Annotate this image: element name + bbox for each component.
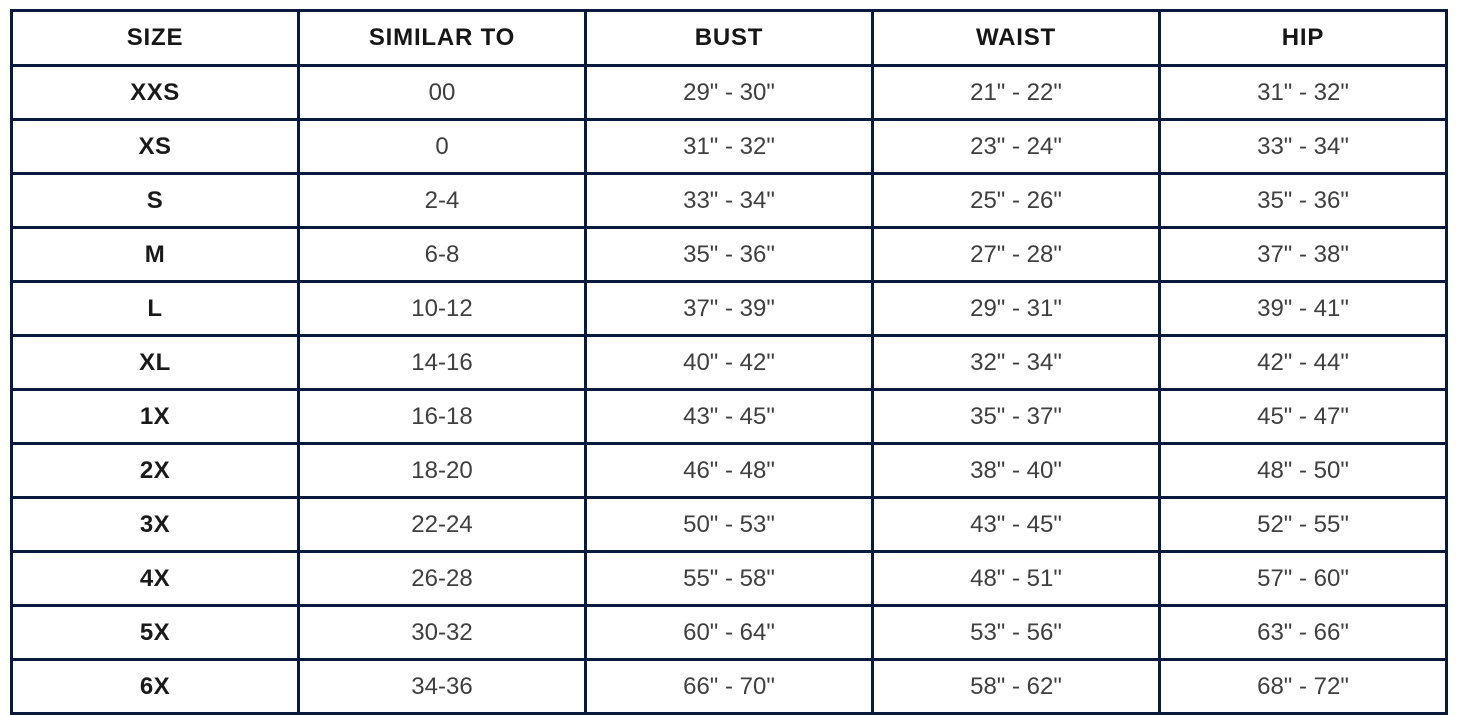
- table-row-1x: 1X 16-18 43" - 45" 35" - 37" 45" - 47": [10, 388, 1448, 445]
- waist-value: 38" - 40": [871, 442, 1161, 499]
- waist-value: 53" - 56": [871, 604, 1161, 661]
- waist-value: 35" - 37": [871, 388, 1161, 445]
- bust-value: 33" - 34": [584, 172, 874, 229]
- size-chart-body: XXS 00 29" - 30" 21" - 22" 31" - 32" XS …: [10, 64, 1448, 715]
- hip-value: 42" - 44": [1158, 334, 1448, 391]
- hip-value: 68" - 72": [1158, 658, 1448, 715]
- size-chart-table: SIZE SIMILAR TO BUST WAIST HIP XXS 00 29…: [10, 9, 1448, 715]
- waist-value: 21" - 22": [871, 64, 1161, 121]
- hip-value: 39" - 41": [1158, 280, 1448, 337]
- size-label: 1X: [10, 388, 300, 445]
- table-row-4x: 4X 26-28 55" - 58" 48" - 51" 57" - 60": [10, 550, 1448, 607]
- similar-to-value: 00: [297, 64, 587, 121]
- similar-to-value: 6-8: [297, 226, 587, 283]
- waist-value: 48" - 51": [871, 550, 1161, 607]
- table-row-l: L 10-12 37" - 39" 29" - 31" 39" - 41": [10, 280, 1448, 337]
- bust-value: 46" - 48": [584, 442, 874, 499]
- bust-value: 60" - 64": [584, 604, 874, 661]
- waist-value: 23" - 24": [871, 118, 1161, 175]
- table-row-xl: XL 14-16 40" - 42" 32" - 34" 42" - 44": [10, 334, 1448, 391]
- column-header-similar-to: SIMILAR TO: [297, 9, 587, 67]
- bust-value: 40" - 42": [584, 334, 874, 391]
- bust-value: 66" - 70": [584, 658, 874, 715]
- size-label: M: [10, 226, 300, 283]
- waist-value: 32" - 34": [871, 334, 1161, 391]
- size-label: 5X: [10, 604, 300, 661]
- table-row-3x: 3X 22-24 50" - 53" 43" - 45" 52" - 55": [10, 496, 1448, 553]
- bust-value: 50" - 53": [584, 496, 874, 553]
- size-label: L: [10, 280, 300, 337]
- similar-to-value: 10-12: [297, 280, 587, 337]
- size-label: S: [10, 172, 300, 229]
- table-row-s: S 2-4 33" - 34" 25" - 26" 35" - 36": [10, 172, 1448, 229]
- hip-value: 31" - 32": [1158, 64, 1448, 121]
- size-label: 2X: [10, 442, 300, 499]
- waist-value: 25" - 26": [871, 172, 1161, 229]
- size-label: 4X: [10, 550, 300, 607]
- waist-value: 27" - 28": [871, 226, 1161, 283]
- hip-value: 52" - 55": [1158, 496, 1448, 553]
- similar-to-value: 2-4: [297, 172, 587, 229]
- size-label: XS: [10, 118, 300, 175]
- column-header-bust: BUST: [584, 9, 874, 67]
- similar-to-value: 30-32: [297, 604, 587, 661]
- hip-value: 37" - 38": [1158, 226, 1448, 283]
- similar-to-value: 0: [297, 118, 587, 175]
- similar-to-value: 18-20: [297, 442, 587, 499]
- similar-to-value: 14-16: [297, 334, 587, 391]
- table-row-m: M 6-8 35" - 36" 27" - 28" 37" - 38": [10, 226, 1448, 283]
- size-label: XL: [10, 334, 300, 391]
- size-label: 3X: [10, 496, 300, 553]
- waist-value: 29" - 31": [871, 280, 1161, 337]
- size-label: XXS: [10, 64, 300, 121]
- table-row-5x: 5X 30-32 60" - 64" 53" - 56" 63" - 66": [10, 604, 1448, 661]
- bust-value: 31" - 32": [584, 118, 874, 175]
- bust-value: 43" - 45": [584, 388, 874, 445]
- hip-value: 45" - 47": [1158, 388, 1448, 445]
- hip-value: 63" - 66": [1158, 604, 1448, 661]
- hip-value: 35" - 36": [1158, 172, 1448, 229]
- hip-value: 57" - 60": [1158, 550, 1448, 607]
- bust-value: 29" - 30": [584, 64, 874, 121]
- hip-value: 48" - 50": [1158, 442, 1448, 499]
- similar-to-value: 22-24: [297, 496, 587, 553]
- table-row-2x: 2X 18-20 46" - 48" 38" - 40" 48" - 50": [10, 442, 1448, 499]
- bust-value: 55" - 58": [584, 550, 874, 607]
- size-chart: SIZE SIMILAR TO BUST WAIST HIP XXS 00 29…: [10, 9, 1448, 715]
- column-header-hip: HIP: [1158, 9, 1448, 67]
- similar-to-value: 26-28: [297, 550, 587, 607]
- table-row-xxs: XXS 00 29" - 30" 21" - 22" 31" - 32": [10, 64, 1448, 121]
- bust-value: 37" - 39": [584, 280, 874, 337]
- column-header-size: SIZE: [10, 9, 300, 67]
- waist-value: 58" - 62": [871, 658, 1161, 715]
- table-row-6x: 6X 34-36 66" - 70" 58" - 62" 68" - 72": [10, 658, 1448, 715]
- similar-to-value: 16-18: [297, 388, 587, 445]
- header-row: SIZE SIMILAR TO BUST WAIST HIP: [10, 9, 1448, 67]
- size-label: 6X: [10, 658, 300, 715]
- hip-value: 33" - 34": [1158, 118, 1448, 175]
- bust-value: 35" - 36": [584, 226, 874, 283]
- waist-value: 43" - 45": [871, 496, 1161, 553]
- similar-to-value: 34-36: [297, 658, 587, 715]
- column-header-waist: WAIST: [871, 9, 1161, 67]
- size-chart-header: SIZE SIMILAR TO BUST WAIST HIP: [10, 9, 1448, 67]
- table-row-xs: XS 0 31" - 32" 23" - 24" 33" - 34": [10, 118, 1448, 175]
